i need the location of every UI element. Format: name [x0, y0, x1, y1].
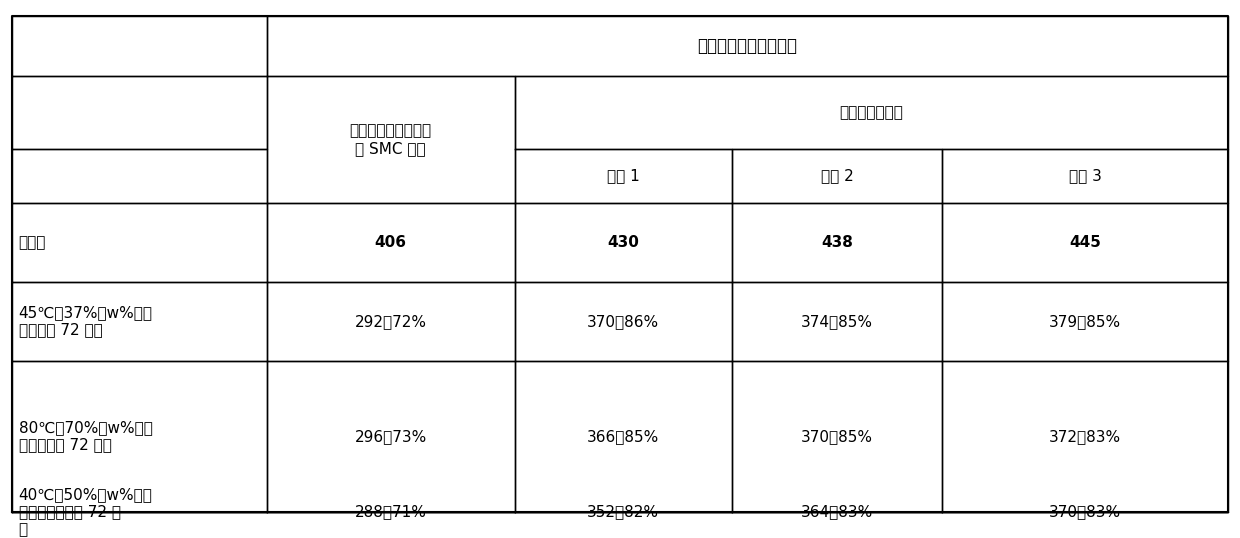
Text: 本发明制得材料: 本发明制得材料 — [839, 105, 903, 120]
Text: 80℃、70%（w%）浓
硫酸酸浸泡 72 小时: 80℃、70%（w%）浓 硫酸酸浸泡 72 小时 — [19, 420, 153, 452]
Text: 288、71%: 288、71% — [355, 505, 427, 520]
Text: 445: 445 — [1069, 235, 1101, 250]
Text: 实例 1: 实例 1 — [606, 168, 640, 183]
Text: 370、83%: 370、83% — [1049, 505, 1121, 520]
Text: 296、73%: 296、73% — [355, 429, 427, 444]
Text: 292、72%: 292、72% — [355, 314, 427, 329]
Text: 实例 2: 实例 2 — [821, 168, 853, 183]
Text: 370、86%: 370、86% — [587, 314, 660, 329]
Text: 364、83%: 364、83% — [801, 505, 873, 520]
Text: 腐蚀前: 腐蚀前 — [19, 235, 46, 250]
Text: 372、83%: 372、83% — [1049, 429, 1121, 444]
Text: 379、85%: 379、85% — [1049, 314, 1121, 329]
Text: 366、85%: 366、85% — [587, 429, 660, 444]
Text: 实例 3: 实例 3 — [1069, 168, 1101, 183]
Text: 45℃、37%（w%）浓
盐酸浸泡 72 小时: 45℃、37%（w%）浓 盐酸浸泡 72 小时 — [19, 305, 153, 337]
Text: 430: 430 — [608, 235, 639, 250]
Text: 374、85%: 374、85% — [801, 314, 873, 329]
Text: 40℃、50%（w%）氢
氧化钠溶液浸泡 72 小
时: 40℃、50%（w%）氢 氧化钠溶液浸泡 72 小 时 — [19, 487, 153, 537]
Text: 438: 438 — [821, 235, 853, 250]
Text: 352、82%: 352、82% — [587, 505, 660, 520]
Text: 弯曲强度及强度保留率: 弯曲强度及强度保留率 — [697, 37, 797, 55]
Text: 370、85%: 370、85% — [801, 429, 873, 444]
Text: 406: 406 — [374, 235, 407, 250]
Text: 使用普通低收缩添加
剂 SMC 材料: 使用普通低收缩添加 剂 SMC 材料 — [350, 123, 432, 156]
